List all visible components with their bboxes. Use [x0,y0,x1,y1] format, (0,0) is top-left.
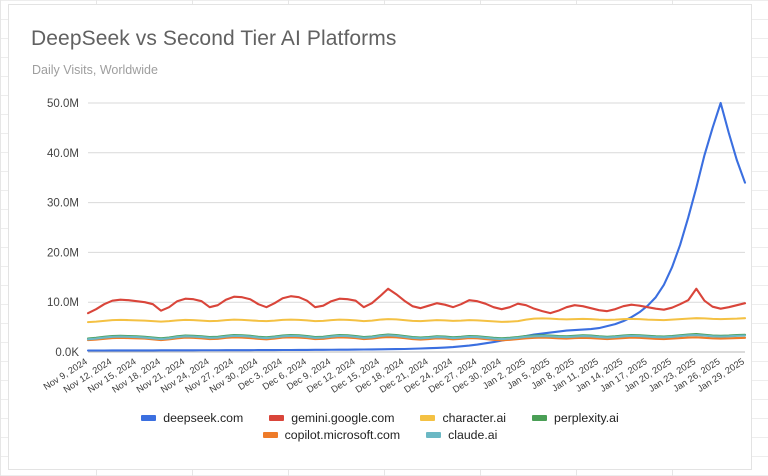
legend-label: gemini.google.com [291,411,395,425]
chart-title: DeepSeek vs Second Tier AI Platforms [31,27,397,50]
chart-card[interactable]: DeepSeek vs Second Tier AI Platforms Dai… [8,4,752,470]
series-line-gemini-google-com [86,287,747,315]
y-axis-label: 10.0M [47,297,79,309]
legend-swatch-icon [269,415,285,421]
y-axis-label: 30.0M [47,198,79,210]
plot-area[interactable]: 0.0K 10.0M 20.0M 30.0M 40.0M 50.0M Nov 9, 202… [9,5,751,469]
y-axis-label: 50.0M [47,98,79,110]
legend-item-perplexity-ai[interactable]: perplexity.ai [532,411,619,425]
legend-label: perplexity.ai [554,411,619,425]
legend-item-claude-ai[interactable]: claude.ai [426,428,497,442]
legend-swatch-icon [141,415,157,421]
legend-label: claude.ai [448,428,498,442]
line-chart-svg: 0.0K 10.0M 20.0M 30.0M 40.0M 50.0M Nov 9, 202… [42,98,747,395]
y-gridlines [88,102,745,353]
legend-item-gemini-google-com[interactable]: gemini.google.com [269,411,394,425]
series-line-claude-ai [86,334,747,341]
legend-swatch-icon [262,432,278,438]
chart-legend[interactable]: deepseek.com gemini.google.com character.a… [9,411,751,442]
legend-label: deepseek.com [163,411,244,425]
legend-swatch-icon [426,432,442,438]
series-line-character-ai [86,317,747,324]
legend-item-copilot-microsoft-com[interactable]: copilot.microsoft.com [262,428,401,442]
legend-swatch-icon [532,415,548,421]
legend-item-deepseek-com[interactable]: deepseek.com [141,411,243,425]
series-line-deepseek-com [86,101,747,352]
chart-subtitle: Daily Visits, Worldwide [32,63,158,77]
legend-item-character-ai[interactable]: character.ai [420,411,506,425]
y-axis-label: 20.0M [47,247,79,259]
legend-label: copilot.microsoft.com [284,428,401,442]
legend-row: copilot.microsoft.com claude.ai [250,428,511,442]
series-lines [86,101,747,352]
y-axis-tick-labels: 0.0K 10.0M 20.0M 30.0M 40.0M 50.0M [47,98,79,359]
legend-swatch-icon [420,415,436,421]
y-axis-label: 40.0M [47,148,79,160]
series-line-copilot-microsoft-com [86,336,747,342]
y-axis-label: 0.0K [55,347,79,359]
legend-row: deepseek.com gemini.google.com character.a… [128,411,631,425]
legend-label: character.ai [442,411,507,425]
